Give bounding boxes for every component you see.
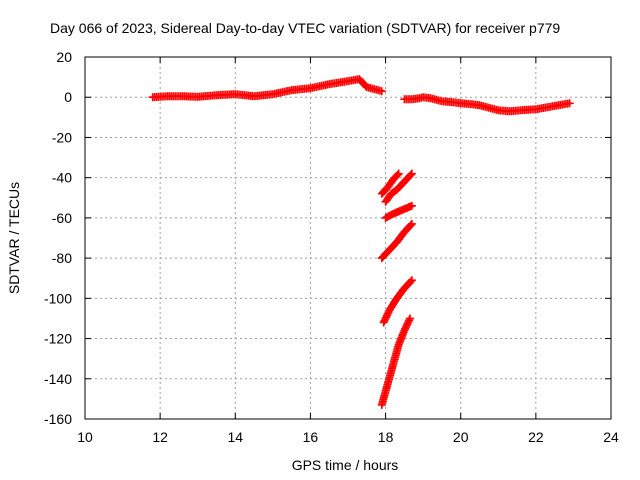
x-tick-label: 16 — [303, 429, 319, 445]
grid — [85, 57, 611, 419]
y-tick-label: -140 — [44, 371, 72, 387]
data-point — [407, 276, 416, 285]
y-tick-label: -100 — [44, 290, 72, 306]
data-point — [565, 99, 574, 108]
y-axis-label: SDTVAR / TECUs — [6, 182, 22, 294]
x-tick-label: 14 — [227, 429, 243, 445]
y-tick-label: -120 — [44, 331, 72, 347]
data-points — [148, 75, 574, 409]
data-point — [406, 277, 415, 286]
data-point — [394, 169, 403, 178]
y-tick-label: -60 — [52, 210, 72, 226]
y-tick-label: 20 — [56, 49, 72, 65]
y-tick-label: -20 — [52, 129, 72, 145]
x-tick-label: 24 — [603, 429, 619, 445]
y-tick-label: -40 — [52, 170, 72, 186]
data-point — [407, 169, 416, 178]
axis-ticks: 10 12 14 16 18 20 22 24 20 0 -20 -40 -60 -80 -100 -120 -… — [44, 49, 619, 445]
x-tick-label: 22 — [528, 429, 544, 445]
data-point — [406, 221, 415, 230]
x-tick-label: 20 — [453, 429, 469, 445]
x-tick-label: 18 — [378, 429, 394, 445]
plot-frame — [84, 56, 612, 420]
data-point — [405, 316, 414, 325]
y-tick-label: -80 — [52, 250, 72, 266]
y-tick-label: -160 — [44, 411, 72, 427]
chart-title: Day 066 of 2023, Sidereal Day-to-day VTE… — [50, 20, 560, 36]
data-point — [377, 87, 386, 96]
data-point — [407, 219, 416, 228]
x-tick-label: 10 — [77, 429, 93, 445]
data-point — [407, 201, 416, 210]
data-point — [393, 170, 402, 179]
x-axis-label: GPS time / hours — [292, 457, 399, 473]
x-tick-label: 12 — [152, 429, 168, 445]
data-point — [405, 314, 414, 323]
y-tick-label: 0 — [64, 89, 72, 105]
data-point — [406, 170, 415, 179]
